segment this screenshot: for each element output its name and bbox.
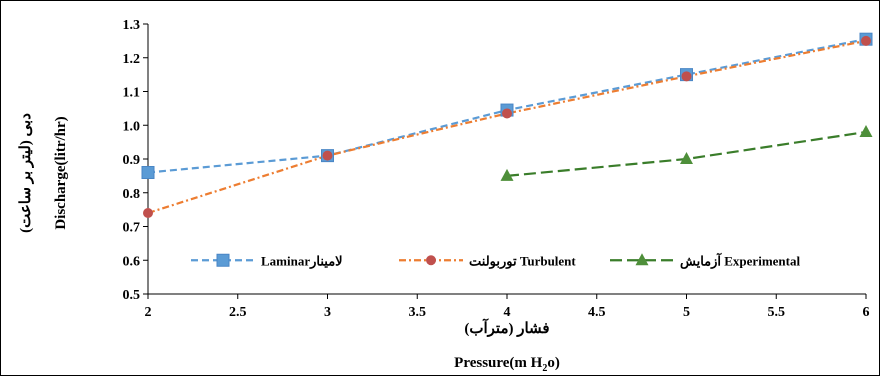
legend-turbulent-label-en: Turbulent	[520, 253, 577, 268]
experimental-data-point	[680, 152, 693, 164]
x-tick-label: 3	[324, 305, 331, 320]
y-tick-label: 0.7	[123, 221, 141, 236]
x-tick-label: 5.5	[768, 305, 786, 320]
x-axis-title-en: Pressure(m H2o)	[454, 355, 560, 374]
legend-experimental-swatch-marker	[635, 253, 649, 266]
legend-turbulent-swatch-marker	[426, 255, 436, 266]
x-axis-title-en-tail: o)	[547, 355, 560, 371]
turbulent-series-line	[147, 39, 867, 215]
turbulent-data-point	[861, 35, 871, 46]
turbulent-data-point	[322, 150, 333, 161]
experimental-data-point	[500, 168, 514, 181]
x-tick-label: 6	[863, 305, 870, 320]
y-tick-label: 0.5	[123, 288, 141, 303]
x-axis-title-en-main: Pressure(m H	[454, 355, 543, 371]
legend-item-turbulent: توربولنت Turbulent	[399, 253, 576, 269]
y-tick-label: 1.3	[123, 18, 141, 33]
laminar-data-point	[141, 166, 155, 179]
legend-experimental-label-en: Experimental	[724, 253, 800, 268]
x-tick-label: 5	[683, 305, 690, 320]
y-tick-label: 1.1	[123, 86, 141, 101]
legend-laminar-label-en: Laminar	[261, 253, 310, 268]
turbulent-data-point	[143, 208, 153, 218]
legend-turbulent-label: توربولنت Turbulent	[469, 253, 576, 269]
experimental-data-point	[859, 125, 873, 137]
y-tick-label: 0.8	[123, 187, 141, 202]
legend-laminar-label-fa: لامینار	[309, 253, 342, 269]
y-tick-label: 1.0	[123, 119, 141, 134]
turbulent-data-point	[502, 108, 512, 119]
x-tick-label: 2	[145, 305, 152, 320]
legend-laminar-label: Laminarلامینار	[261, 253, 343, 269]
legend-item-laminar: Laminarلامینار	[191, 253, 343, 269]
legend-item-experimental: آزمایش Experimental	[610, 252, 800, 269]
y-axis-title-en: Discharge(litr/hr)	[53, 116, 69, 229]
y-tick-label: 0.9	[123, 153, 141, 168]
x-axis-title-fa: فشار (مترآب)	[464, 318, 549, 337]
x-tick-label: 3.5	[409, 305, 427, 320]
y-tick-label: 0.6	[123, 254, 141, 269]
x-tick-label: 4	[504, 305, 511, 320]
y-axis-title-fa: دبی (لیتر بر ساعت)	[18, 113, 34, 233]
turbulent-data-point	[681, 71, 692, 82]
legend-experimental-label-fa: آزمایش	[680, 252, 722, 269]
x-tick-label: 4.5	[588, 305, 606, 320]
legend-laminar-swatch-marker	[216, 253, 230, 267]
x-tick-label: 2.5	[229, 305, 247, 320]
x-axis-title-en-sub: 2	[542, 363, 547, 374]
legend-experimental-label: آزمایش Experimental	[680, 252, 800, 269]
legend-turbulent-label-fa: توربولنت	[469, 253, 517, 269]
y-tick-label: 1.2	[123, 52, 141, 67]
